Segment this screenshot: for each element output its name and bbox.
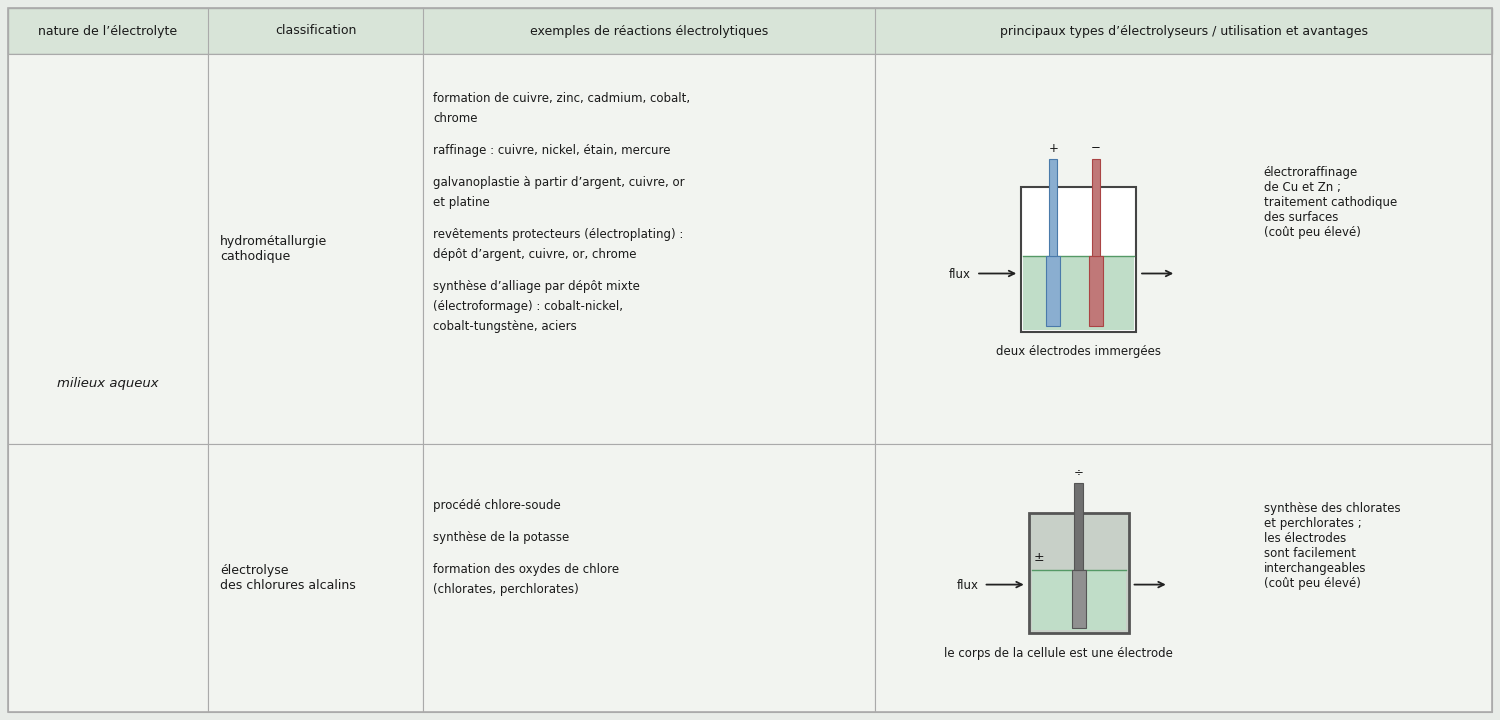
Text: formation des oxydes de chlore: formation des oxydes de chlore <box>433 563 620 576</box>
Text: électroraffinage
de Cu et Zn ;
traitement cathodique
des surfaces
(coût peu élev: électroraffinage de Cu et Zn ; traitemen… <box>1263 166 1396 239</box>
Bar <box>874 444 1492 712</box>
Text: formation de cuivre, zinc, cadmium, cobalt,: formation de cuivre, zinc, cadmium, coba… <box>433 92 690 105</box>
Bar <box>1071 570 1086 628</box>
Bar <box>1022 186 1136 331</box>
Text: raffinage : cuivre, nickel, étain, mercure: raffinage : cuivre, nickel, étain, mercu… <box>433 144 670 157</box>
Text: et platine: et platine <box>433 196 489 209</box>
Bar <box>209 54 423 444</box>
Text: galvanoplastie à partir d’argent, cuivre, or: galvanoplastie à partir d’argent, cuivre… <box>433 176 684 189</box>
Bar <box>1092 158 1100 256</box>
Text: exemples de réactions électrolytiques: exemples de réactions électrolytiques <box>530 24 768 37</box>
Text: deux électrodes immergées: deux électrodes immergées <box>996 346 1161 359</box>
Text: hydrométallurgie
cathodique: hydrométallurgie cathodique <box>220 235 327 263</box>
Bar <box>8 54 208 444</box>
Bar <box>8 8 1492 54</box>
Text: synthèse de la potasse: synthèse de la potasse <box>433 531 570 544</box>
Bar <box>1089 256 1102 325</box>
Text: classification: classification <box>274 24 356 37</box>
Bar <box>1023 256 1134 330</box>
Bar <box>1032 570 1125 629</box>
Text: revêtements protecteurs (électroplating) :: revêtements protecteurs (électroplating)… <box>433 228 684 241</box>
Text: (chlorates, perchlorates): (chlorates, perchlorates) <box>433 583 579 596</box>
Text: dépôt d’argent, cuivre, or, chrome: dépôt d’argent, cuivre, or, chrome <box>433 248 636 261</box>
Bar <box>1074 482 1083 570</box>
Text: −: − <box>1090 142 1101 155</box>
Text: nature de l’électrolyte: nature de l’électrolyte <box>39 24 177 37</box>
Text: ±: ± <box>1034 552 1044 564</box>
Bar <box>1047 256 1060 325</box>
Bar <box>874 54 1492 444</box>
Bar <box>1050 158 1058 256</box>
Text: cobalt-tungstène, aciers: cobalt-tungstène, aciers <box>433 320 576 333</box>
Text: milieux aqueux: milieux aqueux <box>57 377 159 390</box>
Text: chrome: chrome <box>433 112 477 125</box>
Text: flux: flux <box>950 268 970 281</box>
Text: principaux types d’électrolyseurs / utilisation et avantages: principaux types d’électrolyseurs / util… <box>999 24 1368 37</box>
Text: synthèse des chlorates
et perchlorates ;
les électrodes
sont facilement
intercha: synthèse des chlorates et perchlorates ;… <box>1263 502 1401 590</box>
Bar <box>8 444 208 712</box>
Text: ÷: ÷ <box>1074 466 1083 479</box>
Text: procédé chlore-soude: procédé chlore-soude <box>433 499 561 512</box>
Text: flux: flux <box>957 579 978 592</box>
Bar <box>423 54 874 444</box>
Text: synthèse d’alliage par dépôt mixte: synthèse d’alliage par dépôt mixte <box>433 280 640 293</box>
Text: +: + <box>1048 142 1058 155</box>
Text: électrolyse
des chlorures alcalins: électrolyse des chlorures alcalins <box>220 564 356 592</box>
Bar <box>209 444 423 712</box>
Text: le corps de la cellule est une électrode: le corps de la cellule est une électrode <box>944 647 1173 660</box>
Text: (électroformage) : cobalt-nickel,: (électroformage) : cobalt-nickel, <box>433 300 622 313</box>
Bar <box>1029 513 1128 633</box>
Bar <box>423 444 874 712</box>
